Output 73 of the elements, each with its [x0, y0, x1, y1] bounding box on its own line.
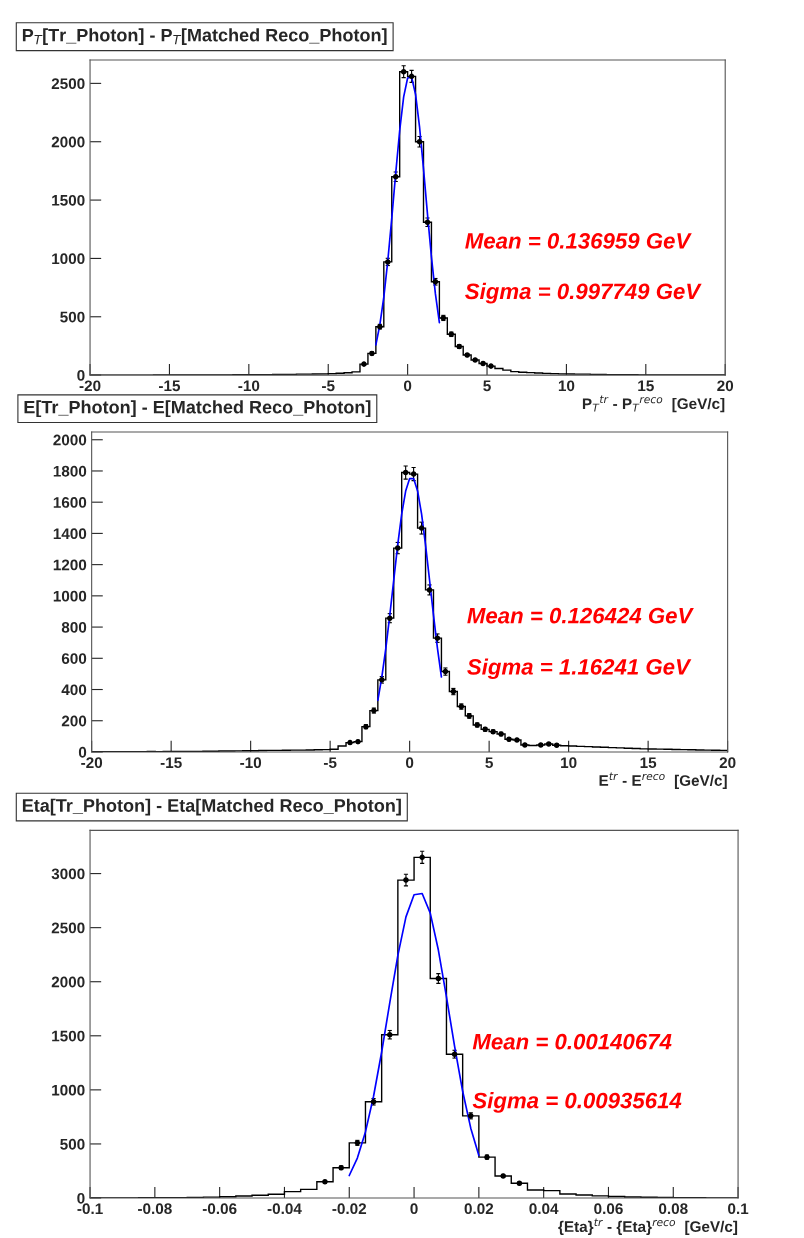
x-tick-label: -0.02 — [332, 1203, 367, 1215]
y-tick-label: 1800 — [53, 465, 87, 477]
annotation: Sigma = 1.16241 GeV — [467, 658, 692, 680]
y-tick-label: 400 — [61, 684, 87, 696]
chart-title: P$_{T}$[Tr_Photon] - P$_{T}$[Matched Reco_Photon] — [22, 28, 387, 46]
y-tick-label: 1000 — [52, 253, 85, 265]
y-tick-label: 800 — [61, 621, 87, 633]
y-tick-label: 1200 — [53, 559, 87, 571]
x-tick-label: 0.08 — [659, 1203, 688, 1215]
x-tick-label: 0.02 — [464, 1203, 494, 1215]
x-tick-label: -15 — [160, 757, 182, 769]
x-tick-label: 5 — [483, 380, 491, 392]
y-tick-label: 1500 — [52, 1030, 85, 1042]
y-tick-label: 500 — [60, 1138, 85, 1150]
x-tick-label: 0 — [410, 1203, 418, 1215]
x-tick-label: -0.08 — [138, 1203, 172, 1215]
y-tick-label: 1000 — [52, 1084, 85, 1096]
x-tick-label: 15 — [638, 380, 654, 392]
x-tick-label: -5 — [323, 757, 337, 769]
x-tick-label: 0.06 — [594, 1203, 623, 1215]
y-tick-label: 3000 — [51, 868, 85, 880]
point — [394, 545, 401, 551]
point — [410, 471, 417, 477]
point — [418, 525, 425, 531]
x-tick-label: 10 — [558, 380, 575, 392]
point — [419, 854, 425, 861]
x-tick-label: -0.04 — [267, 1203, 302, 1215]
x-tick-label: 20 — [717, 380, 734, 392]
x-tick-label: 5 — [485, 757, 493, 769]
y-tick-label: 500 — [60, 311, 85, 323]
chart-title: Eta[Tr_Photon] - Eta[Matched Reco_Photon] — [22, 798, 401, 816]
point — [403, 877, 409, 883]
x-axis-title: P$_{T}$$^{tr}$ - P$_{T}$$^{reco}$ [GeV/c] — [582, 395, 725, 413]
x-tick-label: 0 — [405, 757, 414, 769]
x-tick-label: -20 — [79, 380, 101, 392]
y-tick-label: 1400 — [53, 528, 87, 540]
x-tick-label: -0.06 — [202, 1203, 237, 1215]
x-tick-label: -10 — [238, 380, 260, 392]
y-tick-label: 2000 — [51, 136, 85, 148]
x-tick-label: 10 — [561, 757, 577, 769]
annotation: Mean = 0.126424 GeV — [467, 607, 694, 624]
y-tick-label: 1600 — [53, 497, 87, 508]
y-tick-label: 2000 — [51, 976, 85, 988]
x-axis-title: {Eta}$^{tr}$ - {Eta}$^{reco}$ [GeV/c] — [558, 1218, 738, 1236]
annotation: Sigma = 0.00935614 — [472, 1092, 682, 1113]
y-tick-label: 200 — [61, 715, 87, 727]
x-tick-label: 0.04 — [529, 1203, 559, 1215]
x-tick-label: 15 — [640, 757, 657, 769]
y-tick-label: 2500 — [51, 78, 85, 90]
y-tick-label: 0 — [77, 369, 85, 381]
x-tick-label: 0 — [403, 380, 412, 392]
y-tick-label: 2500 — [51, 922, 85, 934]
annotation: Mean = 0.136959 GeV — [465, 233, 692, 249]
y-tick-label: 600 — [61, 653, 87, 664]
point — [400, 68, 407, 75]
x-axis-title: E$^{tr}$ - E$^{reco}$ [GeV/c] — [599, 772, 727, 789]
x-tick-label: 20 — [719, 757, 736, 769]
annotation: Mean = 0.00140674 — [472, 1033, 672, 1050]
y-tick-label: 2000 — [53, 434, 87, 446]
chart-title: E[Tr_Photon] - E[Matched Reco_Photon] — [24, 400, 371, 418]
x-tick-label: -15 — [159, 380, 181, 392]
y-tick-label: 1000 — [53, 590, 87, 602]
y-tick-label: 0 — [78, 746, 87, 758]
x-tick-label: -0.1 — [77, 1203, 103, 1215]
y-tick-label: 0 — [77, 1192, 85, 1204]
x-tick-label: 0.1 — [728, 1203, 749, 1215]
x-tick-label: -5 — [322, 380, 335, 392]
point — [408, 73, 415, 80]
annotation: Sigma = 0.997749 GeV — [465, 282, 702, 304]
x-tick-label: -10 — [240, 757, 262, 769]
y-tick-label: 1500 — [52, 194, 85, 206]
point — [402, 469, 409, 476]
x-tick-label: -20 — [81, 757, 103, 769]
